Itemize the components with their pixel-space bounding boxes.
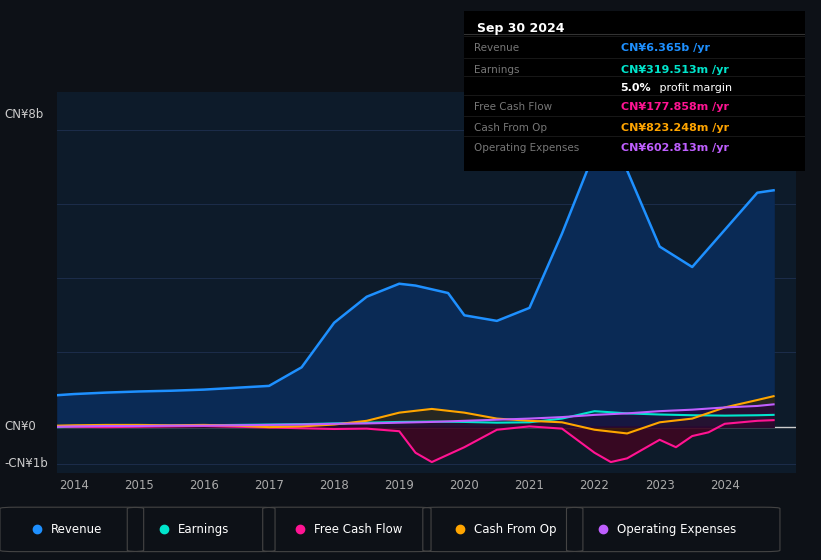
Text: Operating Expenses: Operating Expenses [617,522,736,535]
Text: 5.0%: 5.0% [621,83,651,93]
Text: CN¥319.513m /yr: CN¥319.513m /yr [621,66,728,75]
Text: CN¥823.248m /yr: CN¥823.248m /yr [621,123,729,133]
Text: Cash From Op: Cash From Op [474,522,556,535]
Text: CN¥0: CN¥0 [4,420,36,433]
Text: Revenue: Revenue [474,43,519,53]
Text: -CN¥1b: -CN¥1b [4,458,48,470]
Text: Free Cash Flow: Free Cash Flow [474,102,553,112]
Text: Operating Expenses: Operating Expenses [474,143,580,153]
Text: profit margin: profit margin [656,83,732,93]
Text: Sep 30 2024: Sep 30 2024 [478,22,565,35]
Text: Revenue: Revenue [51,522,103,535]
Text: CN¥602.813m /yr: CN¥602.813m /yr [621,143,728,153]
Text: Earnings: Earnings [178,522,230,535]
Text: CN¥177.858m /yr: CN¥177.858m /yr [621,102,728,112]
Text: CN¥6.365b /yr: CN¥6.365b /yr [621,43,709,53]
Text: Cash From Op: Cash From Op [474,123,547,133]
Text: Earnings: Earnings [474,66,520,75]
Text: CN¥8b: CN¥8b [4,108,44,121]
Text: Free Cash Flow: Free Cash Flow [314,522,402,535]
